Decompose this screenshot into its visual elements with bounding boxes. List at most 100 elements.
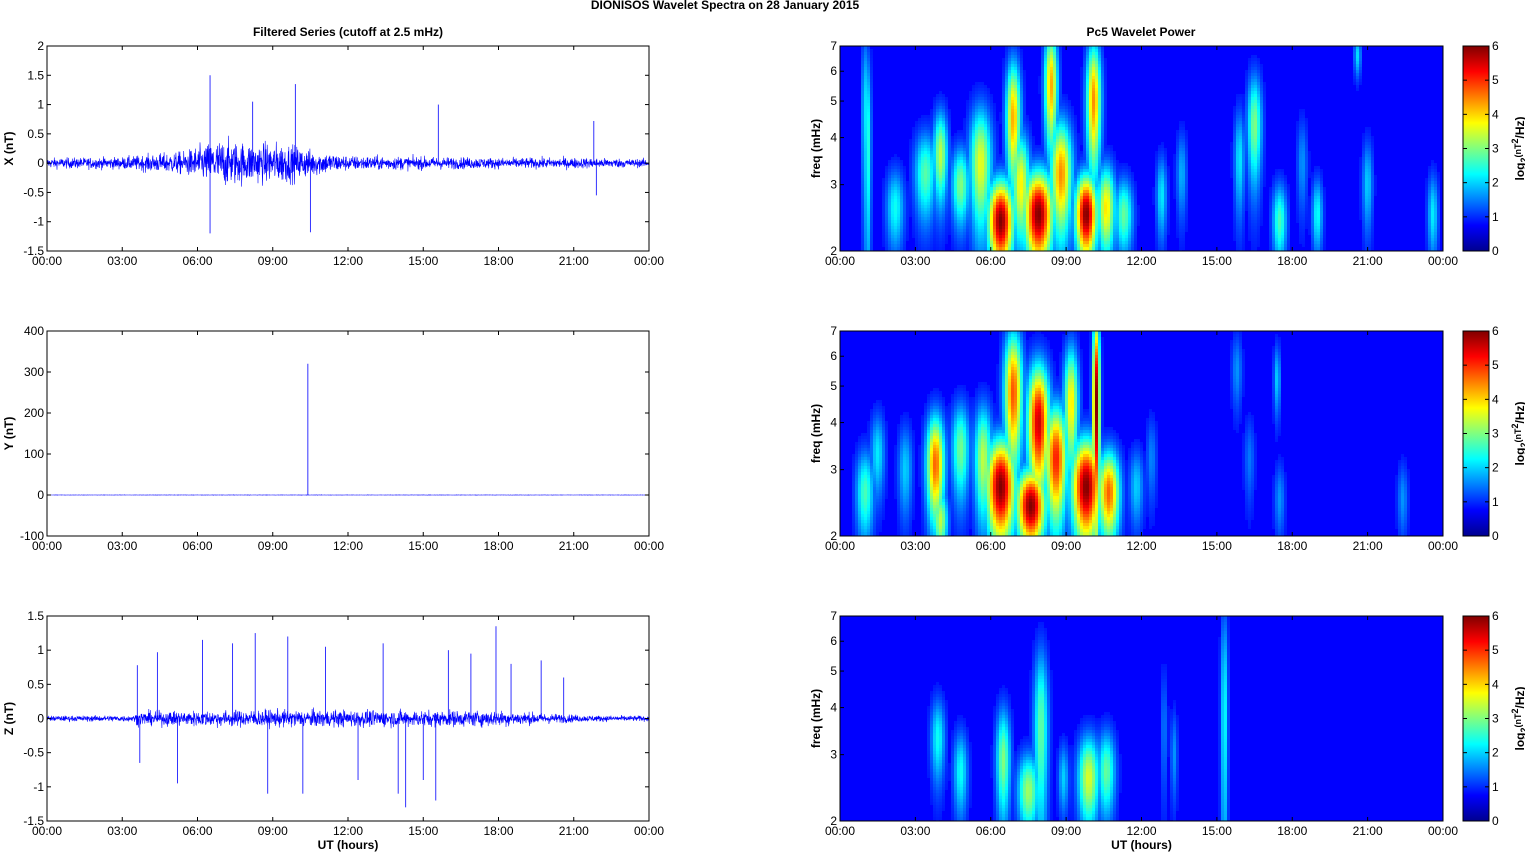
heatmap-cell (861, 184, 864, 187)
heatmap-cell (1314, 193, 1317, 196)
heatmap-cell (1077, 205, 1080, 208)
heatmap-cell (1050, 139, 1053, 142)
heatmap-cell (981, 184, 984, 187)
heatmap-cell (993, 148, 996, 151)
heatmap-cell (1023, 82, 1026, 85)
heatmap-cell (1038, 169, 1041, 172)
heatmap-cell (1014, 103, 1017, 106)
heatmap-cell (945, 136, 948, 139)
heatmap-cell (1002, 187, 1005, 190)
heatmap-cell (1353, 61, 1356, 64)
heatmap-cell (1086, 208, 1089, 211)
heatmap-cell (930, 211, 933, 214)
heatmap-cell (1263, 178, 1266, 181)
heatmap-cell (1239, 187, 1242, 190)
heatmap-cell (936, 94, 939, 97)
heatmap-cell (972, 214, 975, 217)
heatmap-cell (900, 178, 903, 181)
heatmap-cell (960, 151, 963, 154)
heatmap-cell (942, 157, 945, 160)
heatmap-cell (1116, 190, 1119, 193)
y-tick-label: -0.5 (23, 746, 44, 760)
heatmap-cell (1254, 91, 1257, 94)
heatmap-cell (1011, 121, 1014, 124)
heatmap-cell (1179, 187, 1182, 190)
heatmap-cell (1233, 205, 1236, 208)
heatmap-cell (1131, 172, 1134, 175)
heatmap-cell (1062, 100, 1065, 103)
heatmap-cell (1005, 115, 1008, 118)
heatmap-cell (909, 193, 912, 196)
heatmap-cell (957, 202, 960, 205)
heatmap-cell (1086, 115, 1089, 118)
heatmap-cell (1230, 154, 1233, 157)
heatmap-cell (1131, 187, 1134, 190)
heatmap-cell (1014, 139, 1017, 142)
heatmap-cell (1101, 49, 1104, 52)
heatmap-cell (1047, 187, 1050, 190)
heatmap-cell (984, 181, 987, 184)
heatmap-cell (1161, 214, 1164, 217)
heatmap-cell (1092, 151, 1095, 154)
heatmap-cell (1059, 85, 1062, 88)
heatmap-cell (1113, 208, 1116, 211)
heatmap-cell (1065, 205, 1068, 208)
heatmap-cell (1305, 166, 1308, 169)
heatmap-cell (1026, 163, 1029, 166)
heatmap-cell (1104, 175, 1107, 178)
heatmap-cell (1053, 97, 1056, 100)
heatmap-cell (963, 139, 966, 142)
heatmap-cell (1029, 151, 1032, 154)
heatmap-cell (1086, 184, 1089, 187)
heatmap-cell (930, 208, 933, 211)
heatmap-cell (936, 163, 939, 166)
heatmap-cell (951, 214, 954, 217)
heatmap-cell (1062, 178, 1065, 181)
heatmap-cell (1047, 64, 1050, 67)
heatmap-cell (972, 145, 975, 148)
heatmap-cell (930, 187, 933, 190)
heatmap-cell (1245, 157, 1248, 160)
heatmap-cell (1101, 115, 1104, 118)
heatmap-cell (1158, 208, 1161, 211)
heatmap-cell (1011, 97, 1014, 100)
heatmap-cell (942, 205, 945, 208)
heatmap-cell (1056, 211, 1059, 214)
heatmap-cell (1428, 190, 1431, 193)
heatmap-cell (933, 145, 936, 148)
heatmap-cell (942, 118, 945, 121)
heatmap-cell (990, 157, 993, 160)
heatmap-cell (1425, 211, 1428, 214)
heatmap-cell (1125, 196, 1128, 199)
heatmap-cell (1272, 199, 1275, 202)
heatmap-cell (1050, 94, 1053, 97)
heatmap-cell (1296, 151, 1299, 154)
heatmap-cell (1299, 187, 1302, 190)
heatmap-cell (1317, 190, 1320, 193)
heatmap-cell (1071, 160, 1074, 163)
heatmap-cell (1092, 208, 1095, 211)
heatmap-cell (1314, 184, 1317, 187)
heatmap-cell (969, 148, 972, 151)
heatmap-cell (1080, 199, 1083, 202)
heatmap-cell (1299, 163, 1302, 166)
heatmap-cell (933, 100, 936, 103)
heatmap-cell (1248, 133, 1251, 136)
heatmap-cell (1080, 187, 1083, 190)
heatmap-cell (1056, 208, 1059, 211)
heatmap-cell (885, 193, 888, 196)
heatmap-cell (948, 157, 951, 160)
heatmap-cell (1233, 127, 1236, 130)
heatmap-cell (1134, 214, 1137, 217)
heatmap-cell (1257, 82, 1260, 85)
heatmap-cell (927, 157, 930, 160)
heatmap-cell (1248, 124, 1251, 127)
heatmap-cell (861, 148, 864, 151)
heatmap-cell (921, 193, 924, 196)
heatmap-cell (960, 199, 963, 202)
heatmap-cell (1023, 94, 1026, 97)
heatmap-cell (915, 196, 918, 199)
heatmap-cell (870, 166, 873, 169)
heatmap-cell (1359, 64, 1362, 67)
heatmap-cell (1239, 127, 1242, 130)
